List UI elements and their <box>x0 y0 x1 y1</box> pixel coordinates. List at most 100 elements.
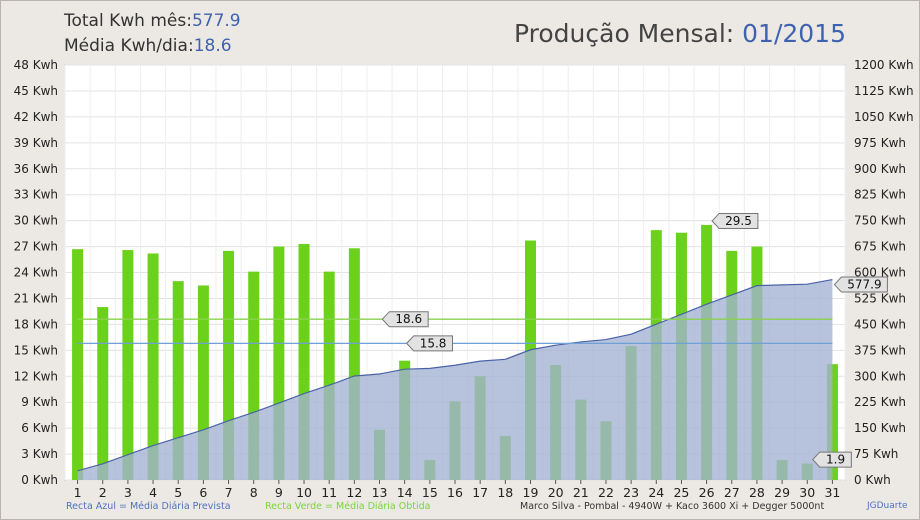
total-label: 577.9 <box>847 278 881 292</box>
min-day-label-box <box>812 451 852 468</box>
x-tick-label: 5 <box>174 485 182 500</box>
x-tick-label: 14 <box>397 485 413 500</box>
x-tick-label: 12 <box>346 485 362 500</box>
x-tick-label: 24 <box>648 485 664 500</box>
x-tick-label: 7 <box>225 485 233 500</box>
x-tick-label: 30 <box>799 485 815 500</box>
x-tick-label: 20 <box>548 485 564 500</box>
y-right-tick-label: 600 Kwh <box>854 266 906 280</box>
daily-bar <box>72 249 84 480</box>
y-right-tick-label: 1050 Kwh <box>854 110 914 124</box>
y-left-tick-label: 36 Kwh <box>14 162 58 176</box>
total-kwh-value: 577.9 <box>191 11 241 31</box>
min-day-label: 1.9 <box>826 453 845 467</box>
y-left-tick-label: 15 Kwh <box>14 343 58 357</box>
x-tick-label: 23 <box>623 485 639 500</box>
x-tick-label: 27 <box>724 485 740 500</box>
x-tick-label: 2 <box>99 485 107 500</box>
y-left-tick-label: 48 Kwh <box>14 58 58 72</box>
title-label: Produção Mensal: <box>514 19 743 48</box>
legend-blue-note: Recta Azul = Média Diária Prevista <box>66 501 231 512</box>
avg-kwh-label: Média Kwh/dia: <box>64 36 194 56</box>
avg-kwh-value: 18.6 <box>193 36 232 56</box>
y-left-tick-label: 9 Kwh <box>21 395 58 409</box>
total-kwh-label: Total Kwh mês: <box>64 11 192 31</box>
y-left-tick-label: 27 Kwh <box>14 240 58 254</box>
y-right-tick-label: 0 Kwh <box>854 473 891 487</box>
y-right-tick-label: 150 Kwh <box>854 421 906 435</box>
x-tick-label: 18 <box>497 485 513 500</box>
y-left-tick-label: 18 Kwh <box>14 317 58 331</box>
y-right-tick-label: 75 Kwh <box>854 447 898 461</box>
x-tick-label: 6 <box>199 485 207 500</box>
daily-bar <box>172 281 184 480</box>
y-left-tick-label: 24 Kwh <box>14 266 58 280</box>
daily-bar <box>197 285 209 480</box>
x-tick-label: 15 <box>422 485 438 500</box>
cumulative-line <box>77 278 833 472</box>
avg-expected-label-box <box>405 335 453 352</box>
daily-bar <box>147 253 159 480</box>
daily-bar <box>348 248 360 480</box>
y-right-tick-label: 225 Kwh <box>854 395 906 409</box>
x-tick-label: 16 <box>447 485 463 500</box>
y-right-tick-label: 375 Kwh <box>854 343 906 357</box>
credit-note: Marco Silva - Pombal - 4940W + Kaco 3600… <box>520 501 825 512</box>
x-tick-label: 3 <box>124 485 132 500</box>
y-left-tick-label: 21 Kwh <box>14 291 58 305</box>
y-left-tick-label: 39 Kwh <box>14 136 58 150</box>
y-right-tick-label: 825 Kwh <box>854 188 906 202</box>
x-tick-label: 8 <box>250 485 258 500</box>
daily-bar <box>273 246 285 480</box>
x-tick-label: 25 <box>673 485 689 500</box>
daily-bar <box>97 307 109 480</box>
x-tick-label: 28 <box>749 485 765 500</box>
x-tick-label: 11 <box>321 485 337 500</box>
y-left-tick-label: 42 Kwh <box>14 110 58 124</box>
daily-bar <box>323 271 335 480</box>
avg-obtained-label: 18.6 <box>395 312 422 326</box>
total-kwh-stat: Total Kwh mês:577.9 <box>64 11 241 31</box>
x-tick-label: 4 <box>149 485 157 500</box>
total-label-box <box>833 276 888 293</box>
x-tick-label: 13 <box>372 485 388 500</box>
max-day-label: 29.5 <box>725 214 752 228</box>
y-left-tick-label: 3 Kwh <box>21 447 58 461</box>
x-tick-label: 26 <box>699 485 715 500</box>
y-left-tick-label: 0 Kwh <box>21 473 58 487</box>
y-right-tick-label: 525 Kwh <box>854 291 906 305</box>
y-right-tick-label: 975 Kwh <box>854 136 906 150</box>
y-right-tick-label: 450 Kwh <box>854 317 906 331</box>
y-right-tick-label: 675 Kwh <box>854 240 906 254</box>
y-right-tick-label: 900 Kwh <box>854 162 906 176</box>
x-tick-label: 29 <box>774 485 790 500</box>
x-tick-label: 21 <box>573 485 589 500</box>
x-tick-label: 17 <box>472 485 488 500</box>
y-right-tick-label: 750 Kwh <box>854 214 906 228</box>
author-note: JGDuarte <box>867 501 908 511</box>
x-tick-label: 1 <box>74 485 82 500</box>
x-tick-label: 9 <box>275 485 283 500</box>
y-right-tick-label: 1125 Kwh <box>854 84 914 98</box>
page-title: Produção Mensal: 01/2015 <box>514 19 846 48</box>
daily-bar <box>223 250 235 480</box>
y-left-tick-label: 33 Kwh <box>14 188 58 202</box>
daily-bar <box>122 250 134 480</box>
x-tick-label: 10 <box>296 485 312 500</box>
legend-green-note: Recta Verde = Média Diária Obtida <box>265 501 431 512</box>
y-right-tick-label: 300 Kwh <box>854 369 906 383</box>
y-right-tick-label: 1200 Kwh <box>854 58 914 72</box>
daily-bar <box>298 243 310 480</box>
x-tick-label: 31 <box>824 485 840 500</box>
x-tick-label: 22 <box>598 485 614 500</box>
y-left-tick-label: 6 Kwh <box>21 421 58 435</box>
max-day-label-box <box>711 212 759 229</box>
daily-bar <box>248 271 260 480</box>
title-period: 01/2015 <box>742 19 846 48</box>
avg-expected-label: 15.8 <box>420 336 447 350</box>
y-left-tick-label: 45 Kwh <box>14 84 58 98</box>
avg-kwh-stat: Média Kwh/dia:18.6 <box>64 36 232 56</box>
x-tick-label: 19 <box>523 485 539 500</box>
y-left-tick-label: 30 Kwh <box>14 214 58 228</box>
